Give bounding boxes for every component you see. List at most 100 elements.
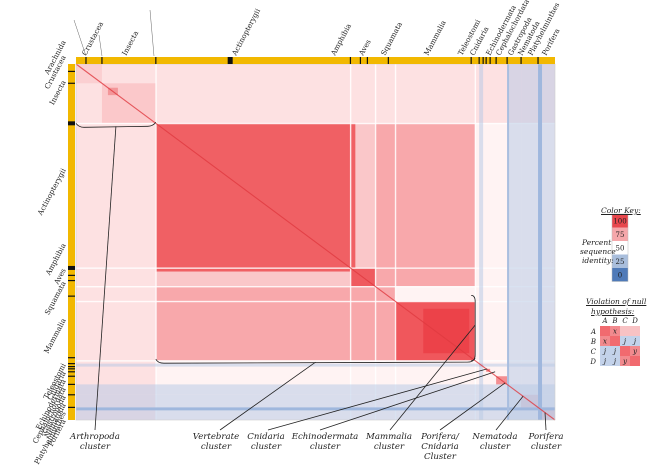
- top-bar-divider: [366, 57, 368, 64]
- blue-stripe-col: [479, 64, 484, 420]
- cluster-caption-line: Porifera/: [421, 432, 459, 442]
- separator-col: [349, 64, 352, 420]
- top-bar-marker: [227, 57, 233, 64]
- cluster-caption-line: Mammalia: [366, 432, 412, 442]
- cluster-caption-cnidaria: Cnidaria cluster: [238, 432, 294, 452]
- vert-mammal-cross: [155, 286, 396, 361]
- violation-cell-mark: j: [602, 358, 607, 366]
- cluster-leader-line: [495, 396, 524, 431]
- cluster-caption-line: Vertebrate: [192, 432, 240, 442]
- cluster-caption-line: Cluster: [424, 452, 456, 462]
- color-key-tick-label: 100: [613, 218, 626, 226]
- blue-stripe-row: [76, 363, 555, 367]
- cluster-leader-line: [319, 371, 496, 431]
- left-bar-divider: [68, 82, 75, 84]
- top-taxon-label: Amphibia: [328, 21, 353, 57]
- color-key-label-line: identity:: [582, 256, 614, 265]
- left-bar-divider: [68, 279, 75, 282]
- left-taxon-bar: [68, 64, 75, 420]
- cluster-leader-line: [389, 324, 476, 431]
- top-bar-divider: [495, 57, 497, 64]
- blue-stripe-col-dark: [507, 64, 510, 420]
- left-bar-divider: [68, 274, 75, 276]
- violation-cell-mark: j: [632, 338, 637, 346]
- top-bar-divider: [101, 57, 103, 64]
- cluster-caption-echinodermata: Echinodermata cluster: [287, 432, 363, 452]
- separator-col: [394, 64, 397, 420]
- left-taxon-label: Squamata: [43, 279, 69, 316]
- violation-cell: [600, 336, 610, 346]
- top-taxon-label: Actinopterygii: [229, 6, 262, 57]
- separator-row: [76, 300, 555, 303]
- violation-cell: [630, 356, 640, 366]
- top-bar-divider: [506, 57, 508, 64]
- top-bar-divider: [520, 57, 522, 64]
- violation-cell-mark: x: [603, 338, 607, 346]
- color-key-swatch: [612, 227, 628, 241]
- violation-cell-mark: j: [622, 338, 627, 346]
- vert-mammal-cross: [375, 123, 476, 287]
- color-key-tick-label: 0: [618, 272, 622, 280]
- cluster-caption-line: cluster: [309, 442, 341, 452]
- blue-stripe-col: [507, 64, 522, 420]
- cluster-caption-line: Nematoda: [472, 432, 518, 442]
- cluster-caption-line: Cnidaria: [247, 432, 285, 442]
- cluster-leader-line: [267, 368, 488, 431]
- color-key-swatch: [612, 214, 628, 228]
- left-bar-divider: [68, 357, 75, 359]
- cluster-caption-line: Arthropoda: [70, 432, 120, 442]
- matrix-blue-stripes: [76, 64, 555, 420]
- top-bar-divider: [489, 57, 491, 64]
- violation-col-label: B: [611, 317, 617, 325]
- matrix-diagonal: [75, 63, 556, 421]
- top-labels: Crustacea Insecta Actinopterygii Amphibia Av…: [73, 0, 562, 58]
- blue-stripe-row-dark: [76, 407, 555, 411]
- violation-cell: [610, 356, 620, 366]
- violation-cell: [610, 326, 620, 336]
- cluster-caption-mammalia: Mammalia cluster: [357, 432, 421, 452]
- top-taxon-label: Squamata: [379, 20, 405, 57]
- violation-cell-mark: y: [622, 358, 628, 366]
- violation-cell-mark: x: [613, 328, 617, 336]
- cluster-leader-line: [439, 382, 506, 431]
- violation-row-label: D: [589, 358, 596, 366]
- left-bar-divider: [68, 70, 75, 73]
- violation-cell: [600, 346, 610, 356]
- cluster-caption-arthropoda: Arthropoda cluster: [60, 432, 130, 452]
- taxon-bars: [68, 57, 555, 420]
- violation-cell: [620, 336, 630, 346]
- left-taxon-label: Actinopterygii: [35, 166, 68, 217]
- mammalia-core: [423, 308, 470, 354]
- blue-stripe-row: [76, 384, 555, 395]
- cluster-caption-line: Cnidaria: [421, 442, 459, 452]
- top-bar-divider: [155, 57, 157, 64]
- top-bar-divider: [85, 57, 87, 64]
- violation-row-label: B: [590, 338, 596, 346]
- cluster-brackets: [75, 122, 547, 431]
- left-bar-divider: [68, 295, 75, 297]
- left-bar-marker: [68, 265, 75, 270]
- blue-stripe-row: [76, 394, 555, 408]
- left-bar-divider: [68, 366, 75, 368]
- top-bar-divider: [470, 57, 472, 64]
- cluster-caption-vertebrate: Vertebrate cluster: [186, 432, 246, 452]
- separator-col: [374, 64, 377, 420]
- left-bar-divider: [68, 383, 75, 385]
- violation-cell: [630, 326, 640, 336]
- left-bar-divider: [68, 375, 75, 377]
- left-bar-divider: [68, 406, 75, 408]
- top-bar-divider: [537, 57, 539, 64]
- top-bar-divider: [359, 57, 362, 64]
- cluster-caption-line: cluster: [373, 442, 405, 452]
- separator-row: [76, 360, 555, 362]
- cluster-caption-line: cluster: [479, 442, 511, 452]
- left-bar-marker: [68, 121, 75, 126]
- violation-title: hypothesis:: [591, 307, 635, 316]
- top-taxon-label: Aves: [356, 38, 372, 58]
- color-key-swatch: [612, 241, 628, 255]
- cluster-caption-line: cluster: [200, 442, 232, 452]
- violation-grid: A B C DA xB x j jC j j yD j j y: [589, 317, 640, 366]
- violation-cell-mark: j: [612, 348, 617, 356]
- top-label-leader: [98, 34, 103, 57]
- separator-row: [76, 267, 555, 269]
